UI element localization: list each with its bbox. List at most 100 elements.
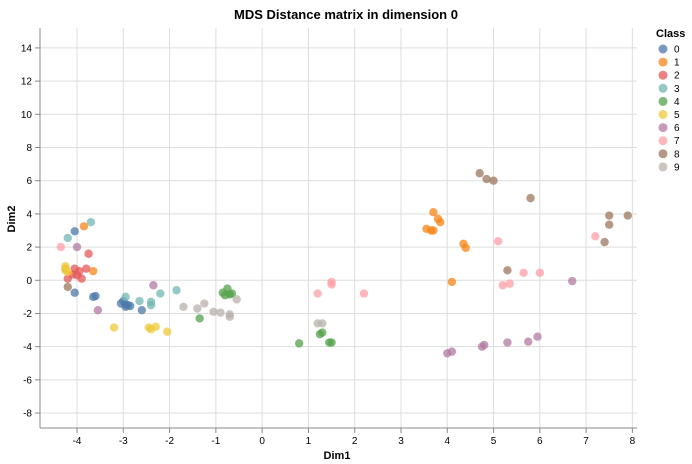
data-point-class-7 bbox=[313, 289, 322, 298]
data-point-class-6 bbox=[503, 338, 512, 347]
data-point-class-2 bbox=[84, 249, 93, 258]
data-point-class-1 bbox=[79, 222, 89, 231]
y-tick-label: 4 bbox=[26, 209, 32, 220]
data-point-class-9 bbox=[209, 307, 218, 317]
y-tick-label: -8 bbox=[23, 409, 32, 420]
legend-symbol-class-7 bbox=[658, 136, 668, 146]
data-point-class-9 bbox=[318, 319, 327, 328]
data-point-class-2 bbox=[75, 266, 84, 276]
data-point-class-6 bbox=[568, 276, 577, 286]
y-tick-label: 10 bbox=[21, 110, 33, 121]
grid bbox=[40, 28, 637, 428]
y-tick-label: 2 bbox=[26, 243, 32, 254]
data-point-class-6 bbox=[93, 305, 103, 315]
data-point-class-6 bbox=[480, 340, 489, 350]
data-point-class-5 bbox=[109, 323, 119, 332]
data-point-class-0 bbox=[91, 291, 100, 301]
data-point-class-6 bbox=[447, 347, 457, 356]
data-point-class-4 bbox=[227, 289, 237, 298]
x-tick-label: 8 bbox=[630, 436, 636, 447]
data-point-class-6 bbox=[72, 242, 82, 252]
legend-label-class-2: 2 bbox=[674, 71, 680, 82]
data-point-class-6 bbox=[533, 332, 542, 341]
data-point-class-4 bbox=[318, 328, 327, 337]
data-point-class-3 bbox=[86, 217, 96, 227]
data-point-class-0 bbox=[137, 305, 147, 315]
data-point-class-7 bbox=[535, 268, 545, 278]
legend-symbol-class-3 bbox=[658, 83, 668, 93]
x-tick-label: 2 bbox=[352, 436, 358, 447]
legend-title: Class bbox=[656, 28, 685, 40]
y-tick-label: 12 bbox=[21, 77, 33, 88]
data-point-class-8 bbox=[605, 211, 614, 220]
data-point-class-9 bbox=[225, 312, 234, 321]
data-point-class-1 bbox=[447, 277, 457, 287]
data-point-class-0 bbox=[70, 288, 79, 297]
data-point-class-8 bbox=[503, 266, 512, 275]
data-point-class-4 bbox=[294, 339, 304, 348]
data-point-class-4 bbox=[195, 314, 204, 323]
data-point-class-2 bbox=[77, 274, 86, 283]
legend-label-class-0: 0 bbox=[674, 45, 680, 56]
data-point-class-8 bbox=[489, 176, 498, 185]
data-point-class-3 bbox=[172, 286, 181, 295]
legend-symbol-class-9 bbox=[658, 162, 668, 172]
data-point-class-8 bbox=[605, 220, 614, 229]
data-point-class-9 bbox=[216, 308, 225, 317]
data-point-class-4 bbox=[327, 338, 336, 347]
data-point-class-0 bbox=[126, 301, 135, 311]
data-point-class-8 bbox=[63, 282, 72, 292]
data-point-class-1 bbox=[461, 243, 470, 253]
x-tick-label: 5 bbox=[491, 436, 497, 447]
data-points bbox=[56, 169, 632, 358]
x-tick-label: 3 bbox=[398, 436, 404, 447]
legend-label-class-4: 4 bbox=[674, 97, 680, 108]
legend-label-class-1: 1 bbox=[674, 58, 680, 69]
data-point-class-3 bbox=[156, 289, 165, 298]
data-point-class-3 bbox=[146, 300, 156, 310]
x-tick-label: 1 bbox=[306, 436, 312, 447]
y-tick-label: -6 bbox=[23, 375, 32, 386]
data-point-class-7 bbox=[493, 237, 503, 246]
data-point-class-8 bbox=[600, 237, 609, 247]
data-point-class-3 bbox=[63, 233, 72, 243]
data-point-class-0 bbox=[116, 299, 126, 308]
data-point-class-9 bbox=[232, 295, 241, 304]
data-point-class-2 bbox=[82, 264, 91, 273]
data-point-class-7 bbox=[591, 232, 600, 241]
legend-symbol-class-5 bbox=[658, 110, 668, 119]
y-tick-label: 6 bbox=[26, 176, 32, 187]
data-point-class-5 bbox=[163, 327, 172, 336]
data-point-class-8 bbox=[623, 211, 632, 220]
data-point-class-8 bbox=[526, 193, 535, 203]
x-tick-label: -1 bbox=[211, 436, 220, 447]
data-point-class-8 bbox=[482, 174, 491, 184]
data-point-class-4 bbox=[220, 291, 230, 300]
legend-symbol-class-8 bbox=[658, 149, 668, 159]
x-axis-title: Dim1 bbox=[324, 450, 351, 462]
legend-symbol-class-0 bbox=[658, 44, 668, 54]
y-tick-label: 8 bbox=[26, 143, 32, 154]
legend-label-class-8: 8 bbox=[674, 149, 680, 160]
legend-label-class-7: 7 bbox=[674, 136, 680, 147]
data-point-class-5 bbox=[63, 267, 72, 277]
data-point-class-9 bbox=[179, 302, 188, 312]
legend-symbol-class-4 bbox=[658, 96, 668, 106]
data-point-class-6 bbox=[149, 281, 158, 290]
data-point-class-7 bbox=[519, 268, 528, 278]
y-tick-label: 14 bbox=[21, 43, 33, 54]
x-tick-label: 0 bbox=[259, 436, 265, 447]
data-point-class-3 bbox=[135, 296, 144, 306]
legend: 0 1 2 3 4 5 6 7 8 9 bbox=[658, 44, 680, 173]
x-tick-label: 6 bbox=[537, 436, 543, 447]
y-axis-title: Dim2 bbox=[6, 206, 18, 233]
data-point-class-1 bbox=[89, 266, 98, 276]
data-point-class-7 bbox=[359, 289, 369, 298]
x-tick-label: -4 bbox=[73, 436, 82, 447]
x-tick-label: 7 bbox=[583, 436, 589, 447]
data-point-class-1 bbox=[436, 217, 445, 227]
chart-title: MDS Distance matrix in dimension 0 bbox=[234, 7, 458, 22]
x-tick-label: -3 bbox=[119, 436, 128, 447]
legend-label-class-9: 9 bbox=[674, 162, 680, 173]
